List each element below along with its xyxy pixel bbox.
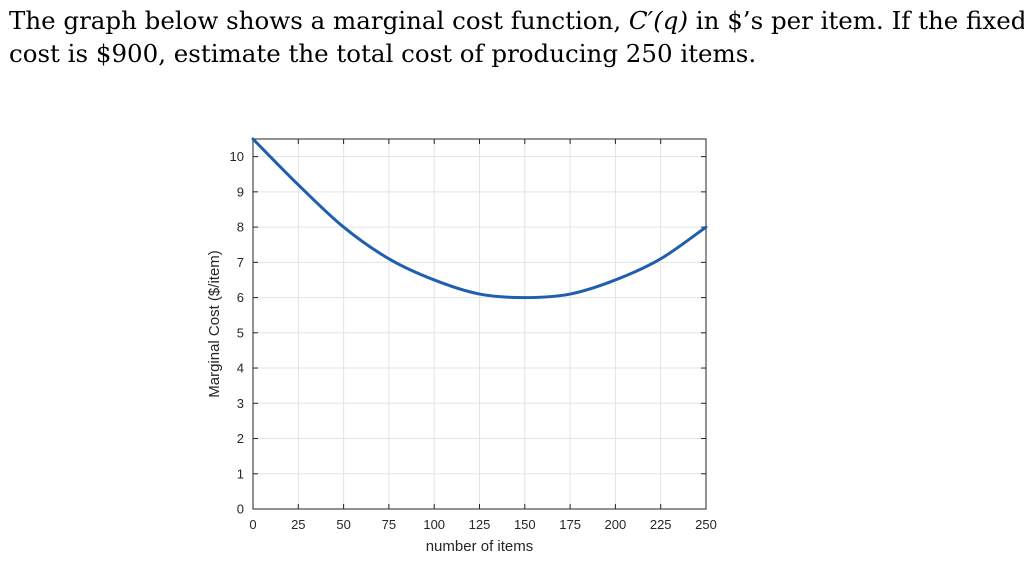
- x-tick-label: 100: [423, 517, 445, 532]
- x-tick-label: 150: [514, 517, 536, 532]
- marginal-cost-symbol: C′(q): [628, 6, 689, 35]
- x-tick-label: 50: [336, 517, 350, 532]
- question-text: The graph below shows a marginal cost fu…: [9, 4, 1024, 70]
- grid-lines: [252, 139, 707, 510]
- y-tick-label: 2: [237, 431, 244, 446]
- y-tick-label: 0: [237, 502, 244, 517]
- x-tick-label: 0: [249, 517, 256, 532]
- y-tick-label: 9: [237, 184, 244, 199]
- y-tick-label: 1: [237, 466, 244, 481]
- x-tick-label: 225: [650, 517, 672, 532]
- x-axis-label: number of items: [426, 538, 534, 555]
- x-tick-label: 175: [559, 517, 581, 532]
- marginal-cost-curve: [251, 137, 708, 300]
- x-tick-labels: 0 25 50 75 100 125 150 175 200 225 250: [249, 517, 716, 532]
- y-tick-label: 7: [237, 255, 244, 270]
- y-tick-label: 10: [230, 149, 244, 164]
- x-tick-label: 75: [382, 517, 396, 532]
- y-tick-labels: 0 1 2 3 4 5 6 7 8 9 10: [230, 149, 244, 516]
- y-tick-label: 5: [237, 325, 244, 340]
- x-tick-label: 125: [469, 517, 491, 532]
- y-tick-label: 8: [237, 220, 244, 235]
- y-axis-label: Marginal Cost ($/item): [206, 250, 223, 398]
- y-tick-label: 6: [237, 290, 244, 305]
- y-tick-label: 4: [237, 361, 244, 376]
- question-line-1-end: in $’s per item. If the fixed: [688, 6, 1024, 35]
- x-tick-label: 250: [695, 517, 717, 532]
- question-line-1: The graph below shows a marginal cost fu…: [9, 4, 1024, 37]
- question-line-1-start: The graph below shows a marginal cost fu…: [9, 6, 629, 35]
- y-tick-label: 3: [237, 396, 244, 411]
- x-tick-label: 25: [291, 517, 305, 532]
- question-line-2: cost is $900, estimate the total cost of…: [9, 39, 757, 68]
- x-tick-label: 200: [605, 517, 627, 532]
